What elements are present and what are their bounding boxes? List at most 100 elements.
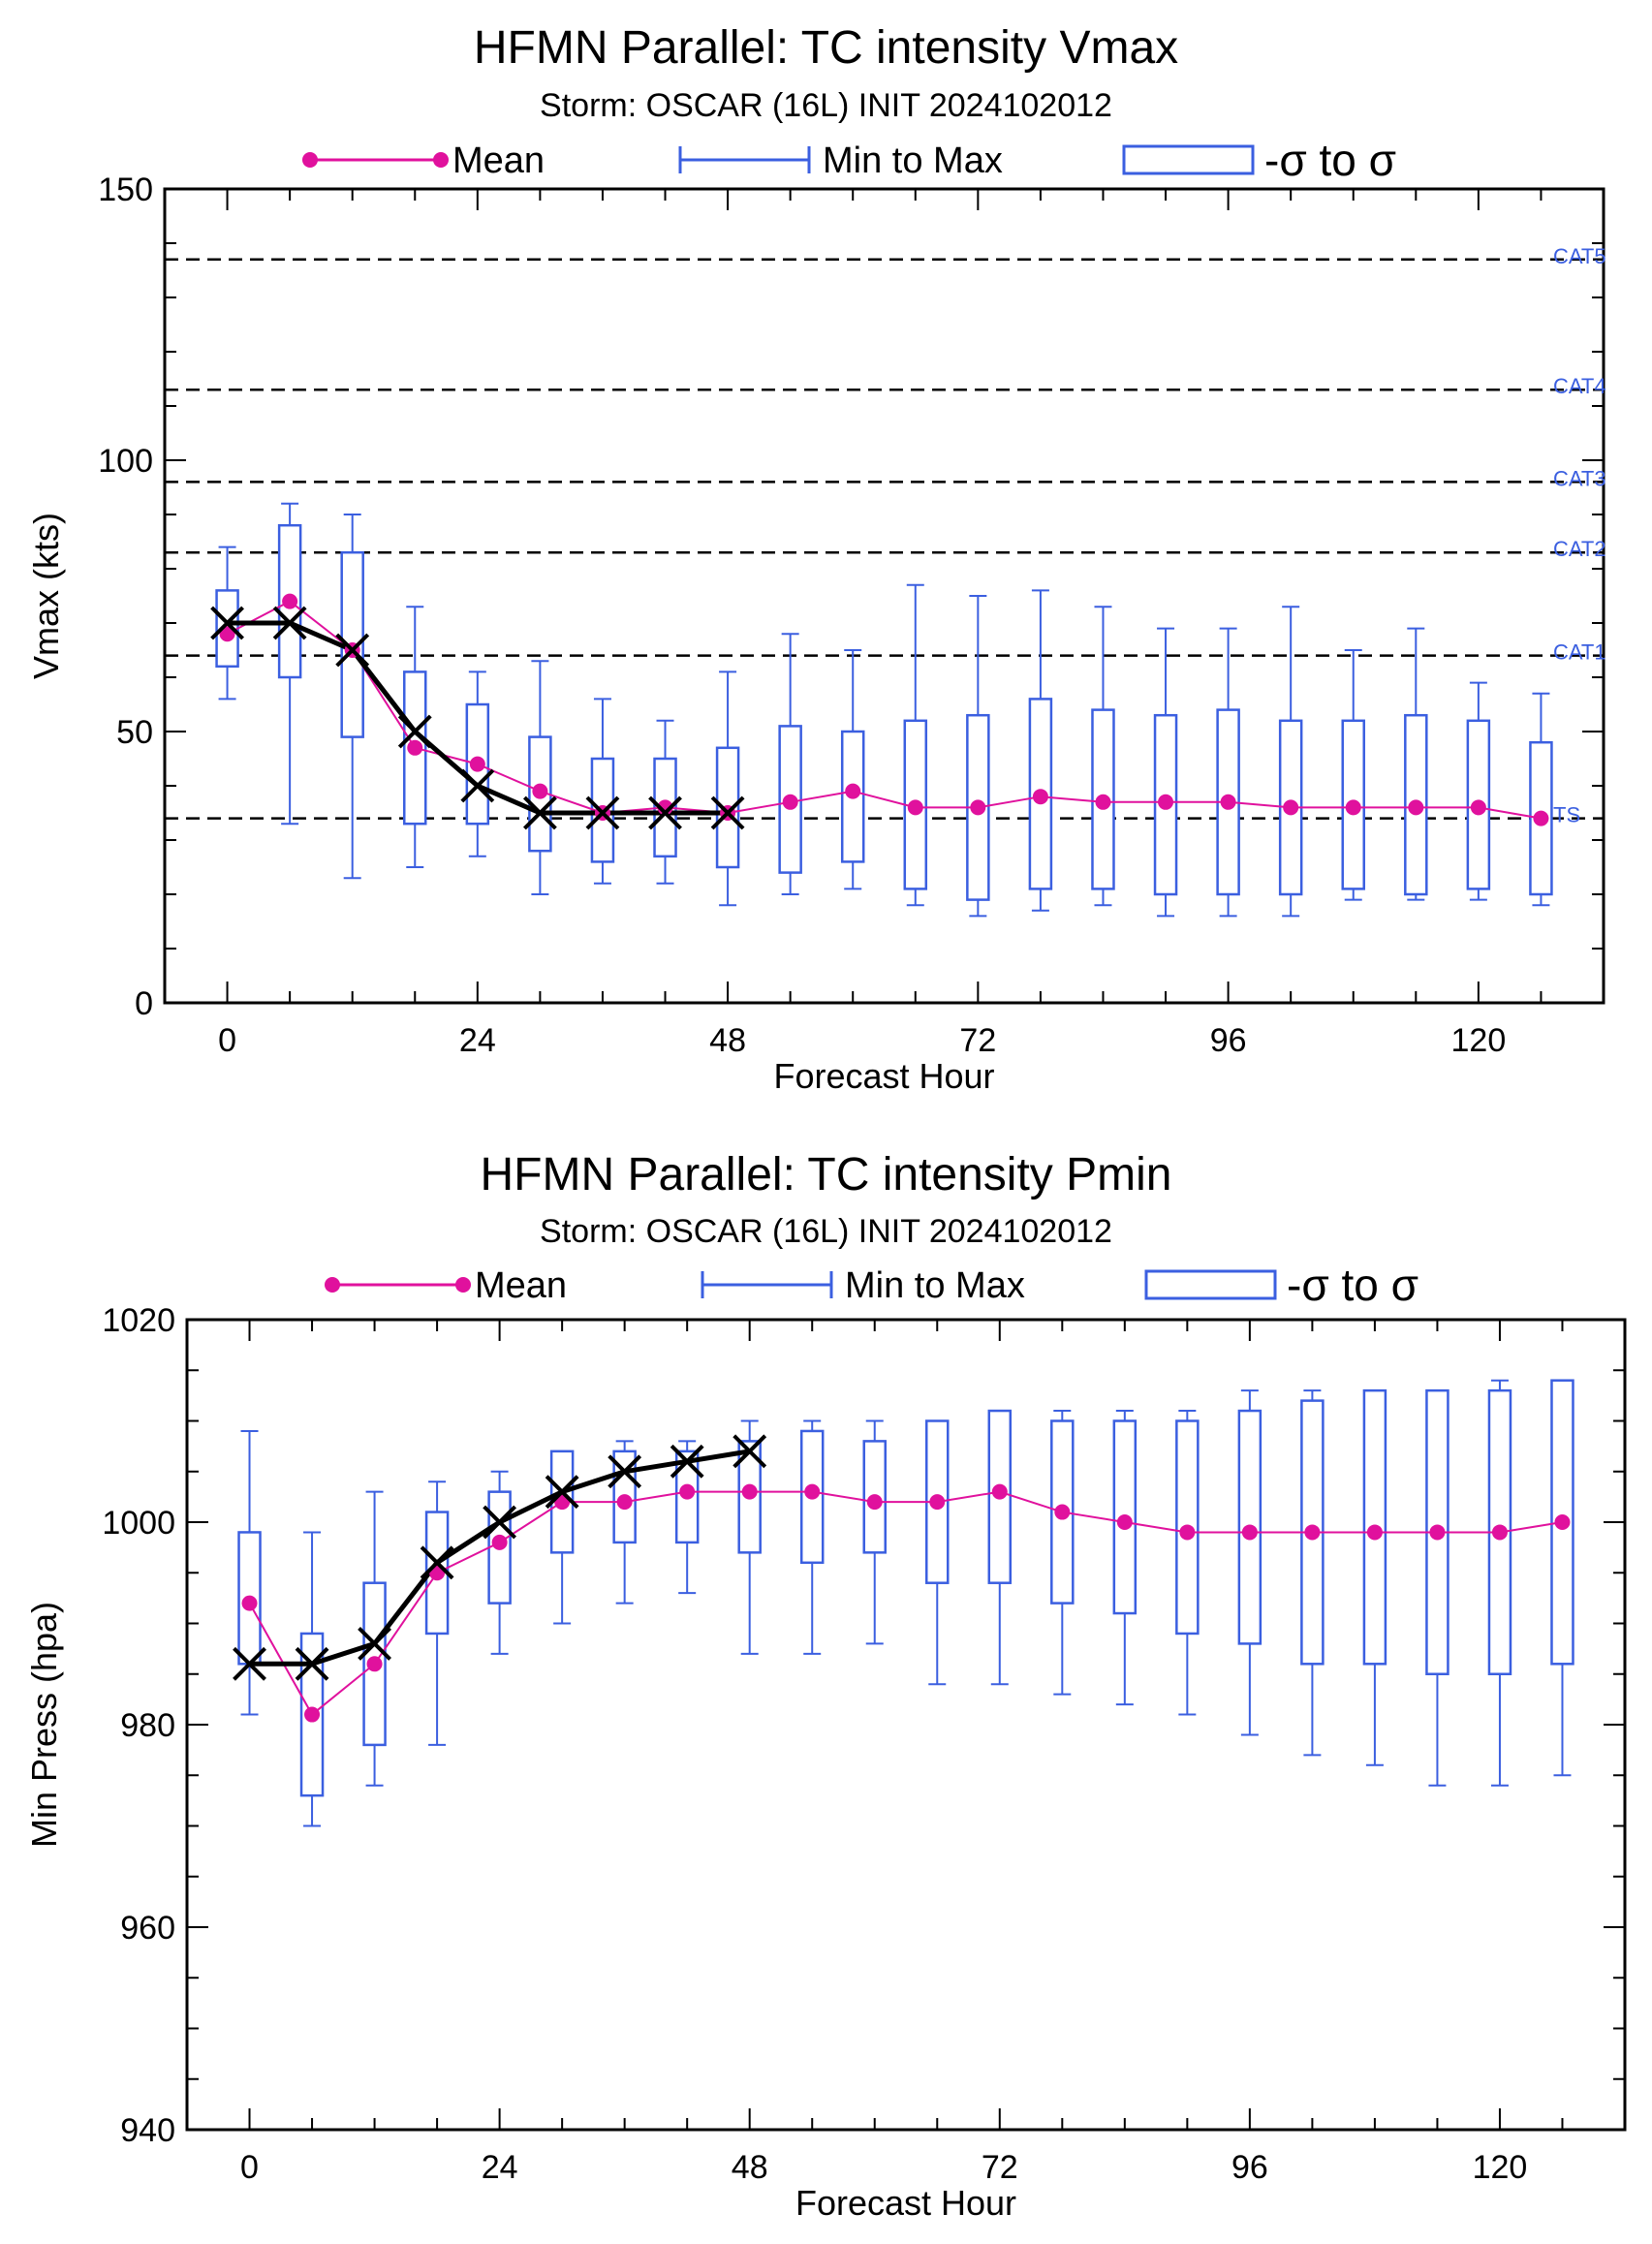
chart2-legend-mean-label: Mean (475, 1265, 567, 1306)
chart1-x-tick-label: 24 (459, 1022, 496, 1059)
chart2-mean-point (1116, 1514, 1133, 1530)
chart1-ref-label-ts: TS (1553, 803, 1580, 827)
chart1-mean-point (219, 626, 235, 642)
chart1-legend-mean-marker (302, 152, 318, 168)
chart1-y-tick-label: 150 (98, 171, 153, 208)
chart1-mean-point (1220, 794, 1236, 810)
chart1-mean-point (1283, 799, 1299, 816)
chart1-mean-point (532, 783, 548, 799)
chart2-mean-point (741, 1483, 758, 1500)
chart1-legend-mean-marker (433, 152, 449, 168)
chart1-legend-sigma-label: -σ to σ (1264, 135, 1396, 185)
chart1-x-axis-title: Forecast Hour (773, 1056, 994, 1096)
chart2-x-tick-label: 48 (732, 2149, 768, 2186)
chart1-x-tick-label: 0 (218, 1022, 236, 1059)
chart1-mean-point (782, 794, 798, 810)
chart2-mean-line (248, 1490, 1563, 1717)
chart1-ref-label-cat4: CAT4 (1553, 374, 1606, 398)
chart1-mean-point (1032, 789, 1048, 805)
chart1-ref-label-cat1: CAT1 (1553, 640, 1606, 665)
chart1-mean-point (1095, 794, 1111, 810)
chart1-observed-point (335, 633, 370, 668)
chart2-x-tick-label: 120 (1473, 2149, 1528, 2186)
chart1-observed-point (210, 606, 244, 640)
chart1-mean-point (907, 799, 923, 816)
chart2-x-axis-title: Forecast Hour (795, 2183, 1016, 2223)
chart2-observed-point (545, 1475, 579, 1510)
chart1-plot-frame (163, 187, 1605, 1005)
chart1-x-tick-label: 72 (959, 1022, 996, 1059)
chart1-observed-point (397, 714, 432, 749)
chart2-mean-point (1491, 1524, 1508, 1541)
chart1-legend-sigma-box (1122, 144, 1255, 175)
chart1-x-tick-label: 48 (709, 1022, 746, 1059)
chart1-observed-point (460, 768, 495, 803)
chart1-mean-point (1470, 799, 1486, 816)
chart1-mean-point (469, 756, 485, 772)
chart1-ref-label-cat2: CAT2 (1553, 537, 1606, 561)
chart1-mean-point (282, 593, 298, 609)
chart2-x-tick-label: 0 (240, 2149, 259, 2186)
chart2-observed-point (670, 1444, 704, 1479)
chart2-title: HFMN Parallel: TC intensity Pmin (480, 1149, 1172, 1200)
chart1-subtitle: Storm: OSCAR (16L) INIT 2024102012 (540, 87, 1112, 124)
chart1-legend-mean-label: Mean (452, 140, 545, 181)
chart2-y-tick-label: 1000 (102, 1505, 175, 1542)
chart1-mean-point (1158, 794, 1174, 810)
chart2-observed-point (358, 1626, 391, 1661)
chart2-mean-point (1554, 1514, 1571, 1530)
chart2-legend-sigma-label: -σ to σ (1287, 1260, 1418, 1310)
chart2-subtitle: Storm: OSCAR (16L) INIT 2024102012 (540, 1213, 1112, 1250)
chart2-mean-point (241, 1595, 258, 1611)
chart1-mean-point (970, 799, 986, 816)
chart1-y-tick-label: 0 (135, 985, 153, 1022)
chart1-mean-point (1408, 799, 1424, 816)
chart2-y-tick-label: 980 (120, 1707, 175, 1744)
chart2-mean-point (1054, 1504, 1071, 1520)
chart1-observed-point (522, 795, 557, 830)
chart1-x-tick-label: 120 (1451, 1022, 1507, 1059)
chart2-mean-point (929, 1494, 946, 1511)
chart2-legend-minmax-label: Min to Max (845, 1265, 1025, 1306)
chart1-observed-point (710, 795, 745, 830)
chart2-y-axis-title: Min Press (hpa) (24, 1602, 64, 1848)
chart2-mean-point (1241, 1524, 1258, 1541)
chart2-mean-point (679, 1483, 696, 1500)
chart2-plot-frame (185, 1318, 1627, 2132)
chart2-y-tick-label: 940 (120, 2112, 175, 2149)
chart2-mean-point (1366, 1524, 1383, 1541)
chart1-mean-point (1533, 810, 1549, 826)
chart2-mean-point (866, 1494, 883, 1511)
chart1-mean-point (1345, 799, 1361, 816)
chart2-observed-point (732, 1434, 767, 1469)
chart2-legend-mean-marker (325, 1277, 340, 1293)
chart2-mean-point (366, 1656, 383, 1672)
chart1-title: HFMN Parallel: TC intensity Vmax (473, 22, 1179, 74)
chart2-x-tick-label: 24 (482, 2149, 518, 2186)
chart1-legend-minmax-label: Min to Max (823, 140, 1003, 181)
chart2-y-tick-label: 960 (120, 1910, 175, 1947)
chart2-mean-point (804, 1483, 821, 1500)
chart1-y-tick-label: 50 (116, 714, 153, 751)
chart1-y-tick-label: 100 (98, 443, 153, 480)
chart2-mean-point (616, 1494, 633, 1511)
chart1-ref-label-cat5: CAT5 (1553, 244, 1606, 268)
chart2-legend-mean-marker (455, 1277, 471, 1293)
chart2-mean-point (1179, 1524, 1196, 1541)
chart2-observed-point (483, 1505, 517, 1540)
chart2-observed-point (608, 1454, 642, 1489)
chart2-observed-point (295, 1646, 329, 1681)
chart2-observed-point (233, 1646, 266, 1681)
chart1-observed-point (648, 795, 682, 830)
chart1-x-tick-label: 96 (1210, 1022, 1247, 1059)
chart2-mean-point (491, 1534, 508, 1550)
chart2-mean-point (1304, 1524, 1321, 1541)
chart2-mean-point (991, 1483, 1008, 1500)
chart1-ref-label-cat3: CAT3 (1553, 466, 1606, 490)
chart2-observed-point (420, 1545, 454, 1580)
chart2-x-tick-label: 96 (1231, 2149, 1268, 2186)
chart1-observed-point (585, 795, 620, 830)
chart1-mean-point (407, 739, 423, 756)
chart2-mean-point (304, 1706, 321, 1723)
